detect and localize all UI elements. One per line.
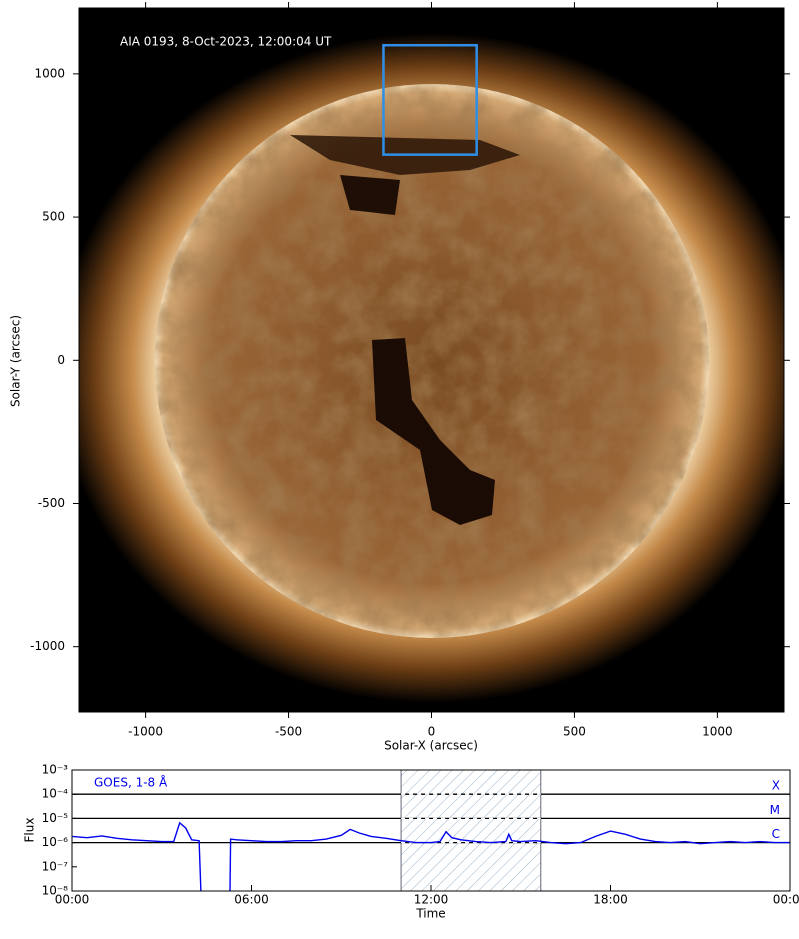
x-axis-label: Solar-X (arcsec) (384, 739, 478, 753)
flare-level-label: X (772, 779, 780, 793)
y-tick-label: 10⁻⁴ (42, 787, 69, 801)
x-tick-label: 12:00 (414, 893, 449, 907)
y-tick-label: 500 (42, 210, 65, 224)
x-tick-label: 00:00 (773, 893, 799, 907)
y-tick-label: 10⁻⁶ (42, 835, 69, 849)
y-tick-label: 1000 (34, 66, 65, 80)
y-tick-label: -1000 (30, 639, 65, 653)
axes-frame-top (71, 769, 791, 892)
annotation: AIA 0193, 8-Oct-2023, 12:00:04 UT (120, 35, 332, 49)
highlight-region (400, 769, 542, 892)
dark-region (340, 175, 400, 215)
x-tick-label: 0 (428, 725, 436, 739)
y-tick-label: 10⁻⁸ (42, 884, 69, 898)
y-axis-label: Flux (23, 818, 37, 843)
x-tick-label: 500 (563, 725, 586, 739)
flux-line (72, 821, 790, 891)
y-tick-label: 10⁻⁵ (42, 811, 69, 825)
y-tick-label: 0 (57, 353, 65, 367)
x-tick-label: 18:00 (593, 893, 628, 907)
texture (155, 84, 709, 638)
y-tick-label: 10⁻⁷ (42, 859, 69, 873)
x-tick-label: 00:00 (55, 893, 90, 907)
region-box (382, 43, 478, 156)
x-tick-label: 06:00 (234, 893, 269, 907)
coronal-hole (372, 338, 495, 525)
x-axis-label: Time (415, 907, 445, 921)
x-tick-label: -1000 (128, 725, 163, 739)
legend-label: GOES, 1-8 Å (94, 775, 168, 790)
x-tick-label: 1000 (702, 725, 733, 739)
goes-panel: Flux Time XMC 10⁻⁸ 10⁻⁷ 10⁻⁶ 10⁻⁵ 10⁻⁴ 10⁻³ 00:… (23, 763, 799, 921)
solar-image (79, 33, 784, 703)
y-axis-label: Solar-Y (arcsec) (9, 315, 23, 407)
flare-level-label: M (770, 803, 780, 817)
y-tick-label: -500 (38, 496, 65, 510)
solar-image-panel: AIA 0193, 8-Oct-2023, 12:00:04 UT Solar-… (9, 2, 790, 753)
x-tick-label: -500 (275, 725, 302, 739)
y-tick-label: 10⁻³ (42, 763, 69, 777)
disk-texture (155, 84, 709, 638)
flare-level-label: C (772, 827, 780, 841)
